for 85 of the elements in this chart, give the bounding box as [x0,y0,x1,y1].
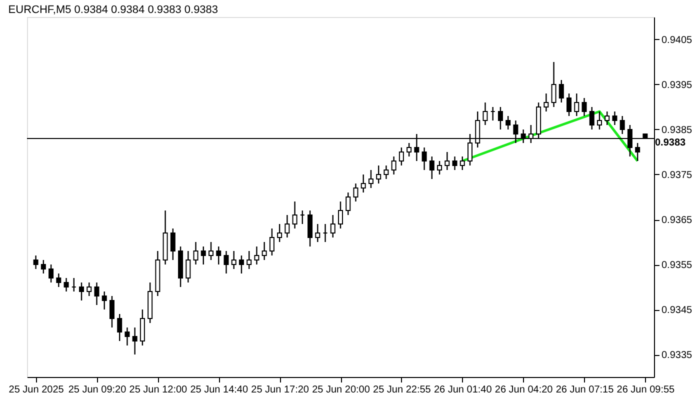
candlestick [398,146,404,166]
candlestick [33,254,38,270]
candlestick [437,160,442,176]
candlestick [506,115,511,130]
candlestick [338,200,343,230]
candlestick [231,250,236,270]
candlestick [170,228,176,261]
x-tick-label: 25 Jun 14:40 [190,384,248,396]
x-tick-label: 25 Jun 20:00 [312,384,370,396]
candlestick [186,250,191,284]
x-tick-label: 25 Jun 22:55 [373,384,432,396]
candlestick [132,326,138,356]
candlestick [200,246,206,266]
candlestick [124,326,130,346]
y-tick-label: 0.9385 [662,125,693,136]
candlestick [391,156,396,176]
candlestick [94,282,100,306]
candlestick [498,106,503,130]
y-tick-label: 0.9375 [662,170,693,181]
x-tick-label: 26 Jun 09:55 [616,384,676,396]
candlestick [406,142,412,158]
candlestick [292,200,298,230]
candlestick [102,290,107,310]
candlestick [460,156,465,171]
candlestick [368,169,374,189]
candlestick [254,246,260,266]
candlestick [40,259,46,274]
y-tick-label: 0.9405 [662,35,693,46]
candlestick [140,308,145,346]
x-tick-label: 26 Jun 04:20 [494,384,554,396]
candlestick [208,241,214,261]
y-tick-label: 0.9355 [662,260,693,271]
x-tick-label: 25 Jun 09:20 [68,384,127,396]
candlestick [262,241,267,261]
candlestick [315,223,320,243]
candlestick [269,228,274,256]
candlestick [308,210,313,248]
x-tick-label: 25 Jun 12:00 [129,384,188,396]
y-tick-label: 0.9345 [662,305,693,316]
ref-line-label: 0.9383 [655,138,686,148]
x-tick-label: 26 Jun 07:15 [556,384,614,396]
candlestick [452,156,458,171]
candlestick [56,272,62,288]
candlestick [117,313,122,342]
candlestick [422,146,427,171]
candlestick [48,264,54,284]
x-tick-label: 25 Jun 2025 [8,384,64,396]
candlestick [544,92,549,112]
y-tick-label: 0.9335 [662,350,693,361]
candlestick [582,97,587,117]
candlestick [558,79,564,104]
y-tick-label: 0.9395 [662,80,693,91]
candlestick [376,164,382,184]
candlestick [384,164,389,180]
candlestick [346,192,351,216]
candlestick [353,182,358,202]
candlestick [574,92,580,117]
candlestick [612,110,618,126]
y-tick-label: 0.9365 [662,215,693,226]
candlestick [620,115,625,135]
chart-title: EURCHF,M5 0.9384 0.9384 0.9383 0.9383 [8,4,218,16]
candlestick [429,156,434,180]
candlestick [482,102,488,126]
candlestick [109,295,114,328]
candlestick [216,246,222,266]
candlestick [86,282,92,297]
x-tick-label: 26 Jun 01:40 [434,384,492,396]
candlestick [79,282,84,302]
candlestick [635,142,640,162]
candlestick [277,223,282,243]
candlestick [566,92,572,117]
candlestick [238,254,244,274]
candlestick [193,241,198,266]
candlestick [284,214,290,238]
candlestick [551,61,556,108]
candlestick [246,250,252,270]
candlestick [224,250,229,274]
candlestick [360,174,366,194]
candlestick [330,214,336,238]
candlestick [444,151,450,171]
candlestick [589,106,594,130]
candlestick [64,277,69,292]
candlestick [596,110,602,130]
candlestick [604,110,610,126]
x-tick-label: 25 Jun 17:20 [251,384,310,396]
